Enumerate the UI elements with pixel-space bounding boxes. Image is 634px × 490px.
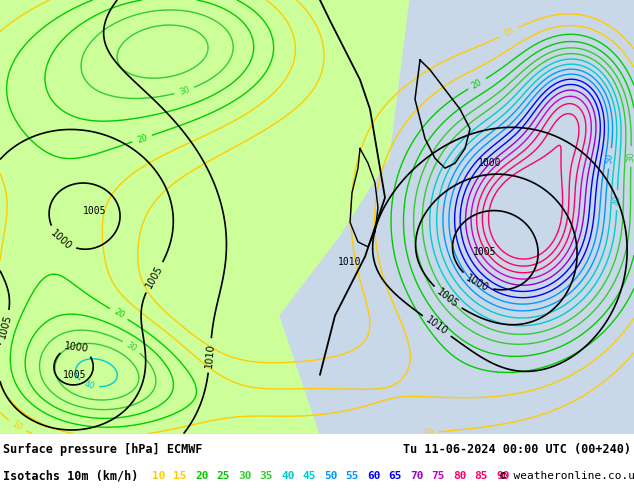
Text: 65: 65	[389, 471, 402, 481]
Text: 1005: 1005	[473, 247, 497, 257]
Text: 35: 35	[259, 471, 273, 481]
Text: 1000: 1000	[63, 341, 89, 354]
Text: 1010: 1010	[339, 257, 362, 267]
Text: 1000: 1000	[478, 158, 501, 168]
Text: 20: 20	[195, 471, 209, 481]
Text: 45: 45	[302, 471, 316, 481]
Text: 20: 20	[112, 307, 126, 320]
Text: 60: 60	[367, 471, 380, 481]
Text: 10: 10	[502, 26, 515, 39]
Text: 20: 20	[470, 77, 484, 90]
Text: 15: 15	[174, 471, 187, 481]
Text: 10: 10	[152, 471, 165, 481]
Text: Surface pressure [hPa] ECMWF: Surface pressure [hPa] ECMWF	[3, 443, 202, 456]
Text: 10: 10	[10, 419, 24, 432]
Text: 75: 75	[432, 471, 445, 481]
Text: 40: 40	[281, 471, 295, 481]
Text: 1005: 1005	[83, 206, 107, 217]
Text: 85: 85	[474, 471, 488, 481]
Text: 25: 25	[216, 471, 230, 481]
Text: 30: 30	[238, 471, 252, 481]
Text: 1005: 1005	[63, 369, 87, 380]
Text: 1005: 1005	[435, 287, 460, 310]
Text: 50: 50	[605, 152, 615, 164]
Text: 55: 55	[346, 471, 359, 481]
Text: 1010: 1010	[424, 315, 450, 337]
Text: Isotachs 10m (km/h): Isotachs 10m (km/h)	[3, 469, 138, 483]
Text: 20: 20	[136, 133, 148, 145]
Text: 90: 90	[496, 471, 510, 481]
Text: 50: 50	[324, 471, 337, 481]
Text: 30: 30	[626, 151, 634, 162]
Text: 1005: 1005	[0, 314, 13, 340]
Polygon shape	[280, 0, 634, 434]
Text: Tu 11-06-2024 00:00 UTC (00+240): Tu 11-06-2024 00:00 UTC (00+240)	[403, 443, 631, 456]
Text: 1000: 1000	[49, 228, 74, 251]
Text: 1010: 1010	[204, 343, 216, 368]
Text: 1005: 1005	[144, 264, 165, 291]
Text: 1000: 1000	[464, 273, 490, 294]
Text: 10: 10	[423, 428, 434, 438]
Text: 40: 40	[612, 195, 622, 205]
Text: 80: 80	[453, 471, 467, 481]
Text: 30: 30	[178, 85, 191, 97]
Text: 40: 40	[82, 379, 96, 391]
Text: 30: 30	[124, 340, 138, 354]
Text: 70: 70	[410, 471, 424, 481]
Text: © weatheronline.co.uk: © weatheronline.co.uk	[500, 471, 634, 481]
